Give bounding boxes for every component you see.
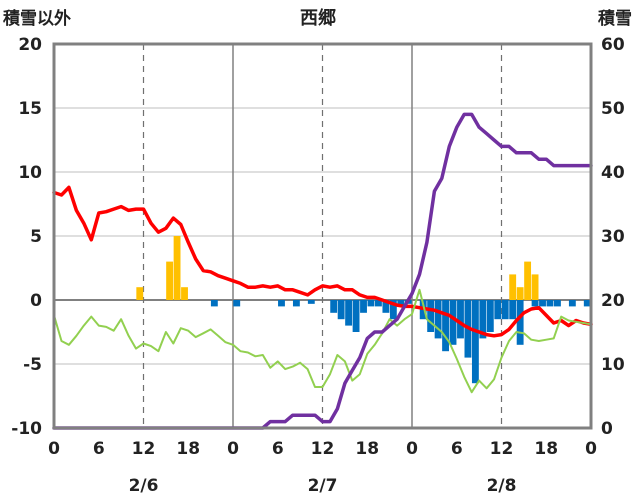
bar <box>524 261 532 300</box>
bar <box>397 300 405 307</box>
right-tick-label: 50 <box>601 99 625 119</box>
bar <box>554 300 561 307</box>
bar <box>442 300 449 352</box>
bar <box>307 300 315 304</box>
chart-title: 西郷 <box>300 7 336 29</box>
bar <box>568 300 576 307</box>
right-tick-label: 10 <box>601 355 625 375</box>
right-axis-label: 積雪 <box>598 8 632 29</box>
bar <box>375 300 382 307</box>
series-line <box>52 112 593 430</box>
bar <box>531 300 539 307</box>
bar <box>479 300 487 339</box>
bars-layer <box>136 236 591 384</box>
day-label: 2/6 <box>129 476 159 496</box>
lines-layer <box>52 112 593 430</box>
bar <box>509 274 517 300</box>
bar <box>352 300 360 332</box>
bar <box>173 236 181 300</box>
bar <box>494 300 502 320</box>
day-label: 2/8 <box>487 476 517 496</box>
right-tick-label: 0 <box>601 419 613 439</box>
bar <box>583 300 591 307</box>
x-tick-label: 6 <box>451 439 463 459</box>
left-tick-label: -10 <box>11 419 42 439</box>
left-tick-label: 10 <box>18 163 42 183</box>
bar <box>427 300 435 332</box>
x-tick-label: 6 <box>272 439 284 459</box>
left-axis-label: 積雪以外 <box>3 8 71 29</box>
bar <box>166 261 174 300</box>
x-tick-label: 0 <box>48 439 60 459</box>
bar <box>486 300 494 332</box>
bar <box>389 300 397 320</box>
bar <box>292 300 300 307</box>
bar <box>457 300 464 339</box>
grid-layer <box>54 44 591 428</box>
bar <box>278 300 285 307</box>
x-tick-label: 0 <box>227 439 239 459</box>
x-tick-label: 12 <box>132 439 156 459</box>
x-tick-label: 12 <box>311 439 335 459</box>
bar <box>330 300 338 313</box>
x-tick-label: 0 <box>406 439 418 459</box>
left-tick-label: 5 <box>30 227 42 247</box>
right-tick-label: 40 <box>601 163 625 183</box>
left-tick-label: 0 <box>30 291 42 311</box>
bar <box>531 274 539 300</box>
bar <box>337 300 345 320</box>
bar <box>210 300 218 307</box>
right-tick-label: 20 <box>601 291 625 311</box>
bar <box>233 300 241 307</box>
x-tick-label: 12 <box>490 439 514 459</box>
x-tick-label: 18 <box>176 439 200 459</box>
x-tick-label: 0 <box>585 439 597 459</box>
bar <box>509 300 517 320</box>
x-tick-label: 6 <box>93 439 105 459</box>
bar <box>501 300 509 320</box>
bar <box>181 287 188 300</box>
x-tick-label: 18 <box>355 439 379 459</box>
bar <box>434 300 442 339</box>
bar <box>471 300 479 384</box>
bar <box>516 300 524 345</box>
right-tick-label: 60 <box>601 35 625 55</box>
bar <box>360 300 367 313</box>
day-label: 2/7 <box>308 476 338 496</box>
plot-frame <box>52 42 593 430</box>
bar <box>449 300 457 345</box>
bar <box>382 300 390 313</box>
left-tick-label: -5 <box>23 355 42 375</box>
bar <box>345 300 353 326</box>
series-line <box>53 288 592 394</box>
bar <box>367 300 375 307</box>
bar <box>516 287 524 300</box>
bar <box>136 287 144 300</box>
bar <box>546 300 554 307</box>
left-tick-label: 20 <box>18 35 42 55</box>
series-line <box>52 185 593 338</box>
right-tick-label: 30 <box>601 227 625 247</box>
left-tick-label: 15 <box>18 99 42 119</box>
x-tick-label: 18 <box>534 439 558 459</box>
bar <box>539 300 546 307</box>
